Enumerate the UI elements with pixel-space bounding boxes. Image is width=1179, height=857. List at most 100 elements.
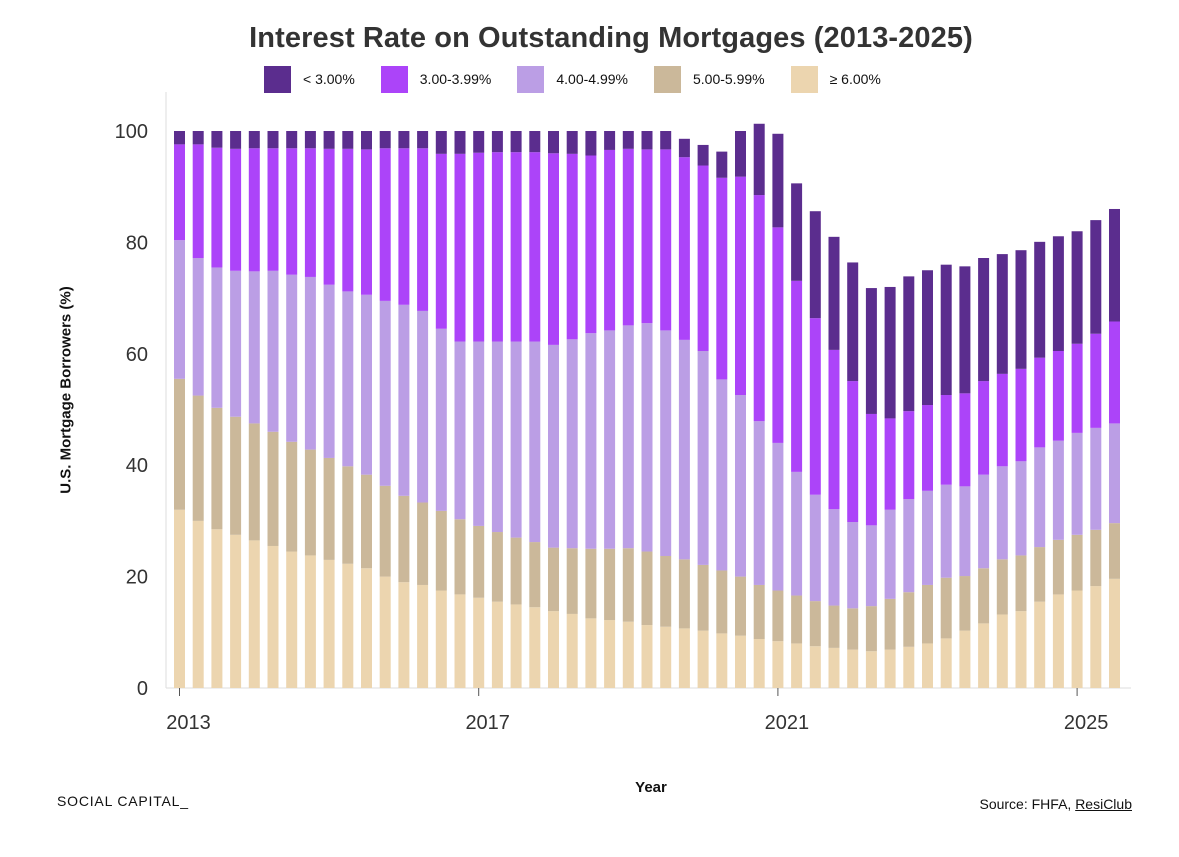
bar-segment-4-36 <box>847 262 859 382</box>
bar-segment-2-2 <box>211 267 223 408</box>
bar-segment-3-11 <box>379 148 391 301</box>
bar-segment-0-38 <box>884 649 896 688</box>
bar-segment-1-12 <box>398 495 410 583</box>
bar-segment-4-8 <box>323 131 335 149</box>
bar-segment-3-23 <box>604 149 616 331</box>
bar-segment-1-13 <box>417 502 429 585</box>
bar-segment-4-26 <box>660 131 672 150</box>
bar-segment-1-36 <box>847 608 859 650</box>
bar-segment-0-26 <box>660 626 672 688</box>
bar-segment-4-43 <box>978 258 990 382</box>
bar-segment-4-5 <box>267 131 279 149</box>
bar-segment-1-38 <box>884 598 896 650</box>
bar-segment-3-47 <box>1052 351 1064 441</box>
bar-segment-0-11 <box>379 576 391 688</box>
bar-segment-2-25 <box>641 323 653 552</box>
bar-segment-0-1 <box>192 520 204 688</box>
bar-segment-3-8 <box>323 148 335 285</box>
bar-segment-3-13 <box>417 148 429 311</box>
bar-segment-2-40 <box>922 490 933 585</box>
bar-segment-2-1 <box>192 258 204 396</box>
bar-segment-0-31 <box>753 638 765 688</box>
bar-segment-4-3 <box>230 131 242 149</box>
bar-segment-3-6 <box>286 148 298 275</box>
x-axis-label: Year <box>635 779 667 796</box>
bar-segment-2-24 <box>622 325 634 549</box>
bar-segment-2-37 <box>865 525 877 607</box>
bar-segment-0-2 <box>211 529 223 688</box>
bar-segment-3-14 <box>435 153 447 329</box>
bar-segment-4-28 <box>697 144 709 166</box>
x-tick-label: 2017 <box>465 712 510 734</box>
bar-segment-4-11 <box>379 131 391 149</box>
bar-segment-1-31 <box>753 584 765 639</box>
bar-segment-0-16 <box>473 597 485 688</box>
legend-label: ≥ 6.00% <box>829 71 881 87</box>
bar-segment-4-40 <box>922 270 933 406</box>
bar-segment-4-14 <box>435 131 447 154</box>
bar-segment-1-21 <box>566 548 578 614</box>
bar-segment-3-46 <box>1034 357 1046 448</box>
brand-logo: SOCIAL CAPITAL_ <box>57 793 189 809</box>
bar-segment-1-7 <box>304 449 316 556</box>
bar-segment-2-36 <box>847 522 859 609</box>
bar-segment-4-49 <box>1090 220 1102 334</box>
y-tick-label: 100 <box>115 121 148 143</box>
bar-segment-2-31 <box>753 421 765 585</box>
bar-segment-2-48 <box>1071 432 1083 535</box>
bar-segment-2-19 <box>529 341 541 543</box>
bar-segment-3-5 <box>267 148 279 271</box>
bar-segment-1-16 <box>473 525 485 598</box>
bar-segment-1-8 <box>323 457 335 560</box>
bar-segment-1-15 <box>454 519 466 595</box>
bar-segment-2-21 <box>566 339 578 549</box>
bar-segment-2-26 <box>660 330 672 556</box>
y-tick-label: 60 <box>126 344 148 366</box>
x-tick-label: 2025 <box>1064 712 1109 734</box>
bar-segment-0-25 <box>641 625 653 688</box>
legend-swatch <box>264 65 291 93</box>
bar-segment-4-23 <box>604 131 616 150</box>
bar-segment-0-20 <box>548 611 559 688</box>
bar-segment-3-32 <box>772 227 784 443</box>
bar-segment-3-26 <box>660 149 672 331</box>
bar-segment-1-44 <box>996 559 1008 615</box>
bar-segment-0-19 <box>529 607 541 688</box>
bar-segment-4-45 <box>1015 250 1027 369</box>
bar-segment-2-22 <box>585 333 597 549</box>
bar-segment-2-38 <box>884 509 896 599</box>
bar-segment-2-46 <box>1034 447 1046 548</box>
bar-segment-0-12 <box>398 582 410 688</box>
bar-segment-4-29 <box>716 151 728 178</box>
bar-segment-2-8 <box>323 284 335 458</box>
bar-segment-0-29 <box>716 633 728 688</box>
legend-label: < 3.00% <box>303 71 355 87</box>
bar-segment-3-22 <box>585 155 597 334</box>
legend-item-3: 5.00-5.99% <box>653 65 765 93</box>
bar-segment-0-14 <box>435 590 447 688</box>
bar-segment-4-9 <box>342 131 354 149</box>
bar-segment-1-35 <box>828 605 840 648</box>
bar-segment-0-5 <box>267 545 279 688</box>
bar-segment-4-19 <box>529 131 541 153</box>
bar-segment-4-33 <box>791 183 803 281</box>
bar-segment-3-17 <box>491 152 503 342</box>
bar-segment-1-18 <box>510 537 522 605</box>
bar-segment-1-10 <box>361 474 372 569</box>
bar-segment-1-25 <box>641 551 653 626</box>
bar-segment-4-22 <box>585 131 597 156</box>
bar-segment-4-4 <box>248 131 260 149</box>
bar-segment-0-43 <box>978 623 990 688</box>
bar-segment-0-7 <box>304 555 316 688</box>
bar-segment-2-17 <box>491 341 503 533</box>
bar-segment-0-34 <box>809 646 821 688</box>
bar-segment-3-19 <box>529 152 541 342</box>
chart-legend: < 3.00% 3.00-3.99% 4.00-4.99% 5.00-5.99% ≥ 6… <box>264 64 907 94</box>
resiclub-link[interactable]: ResiClub <box>1075 796 1132 812</box>
bar-segment-4-47 <box>1052 236 1064 352</box>
bar-segment-2-45 <box>1015 461 1027 556</box>
bar-segment-1-46 <box>1034 547 1046 602</box>
bar-segment-3-50 <box>1109 321 1120 424</box>
bar-segment-0-48 <box>1071 590 1083 688</box>
bar-segment-2-9 <box>342 291 354 467</box>
